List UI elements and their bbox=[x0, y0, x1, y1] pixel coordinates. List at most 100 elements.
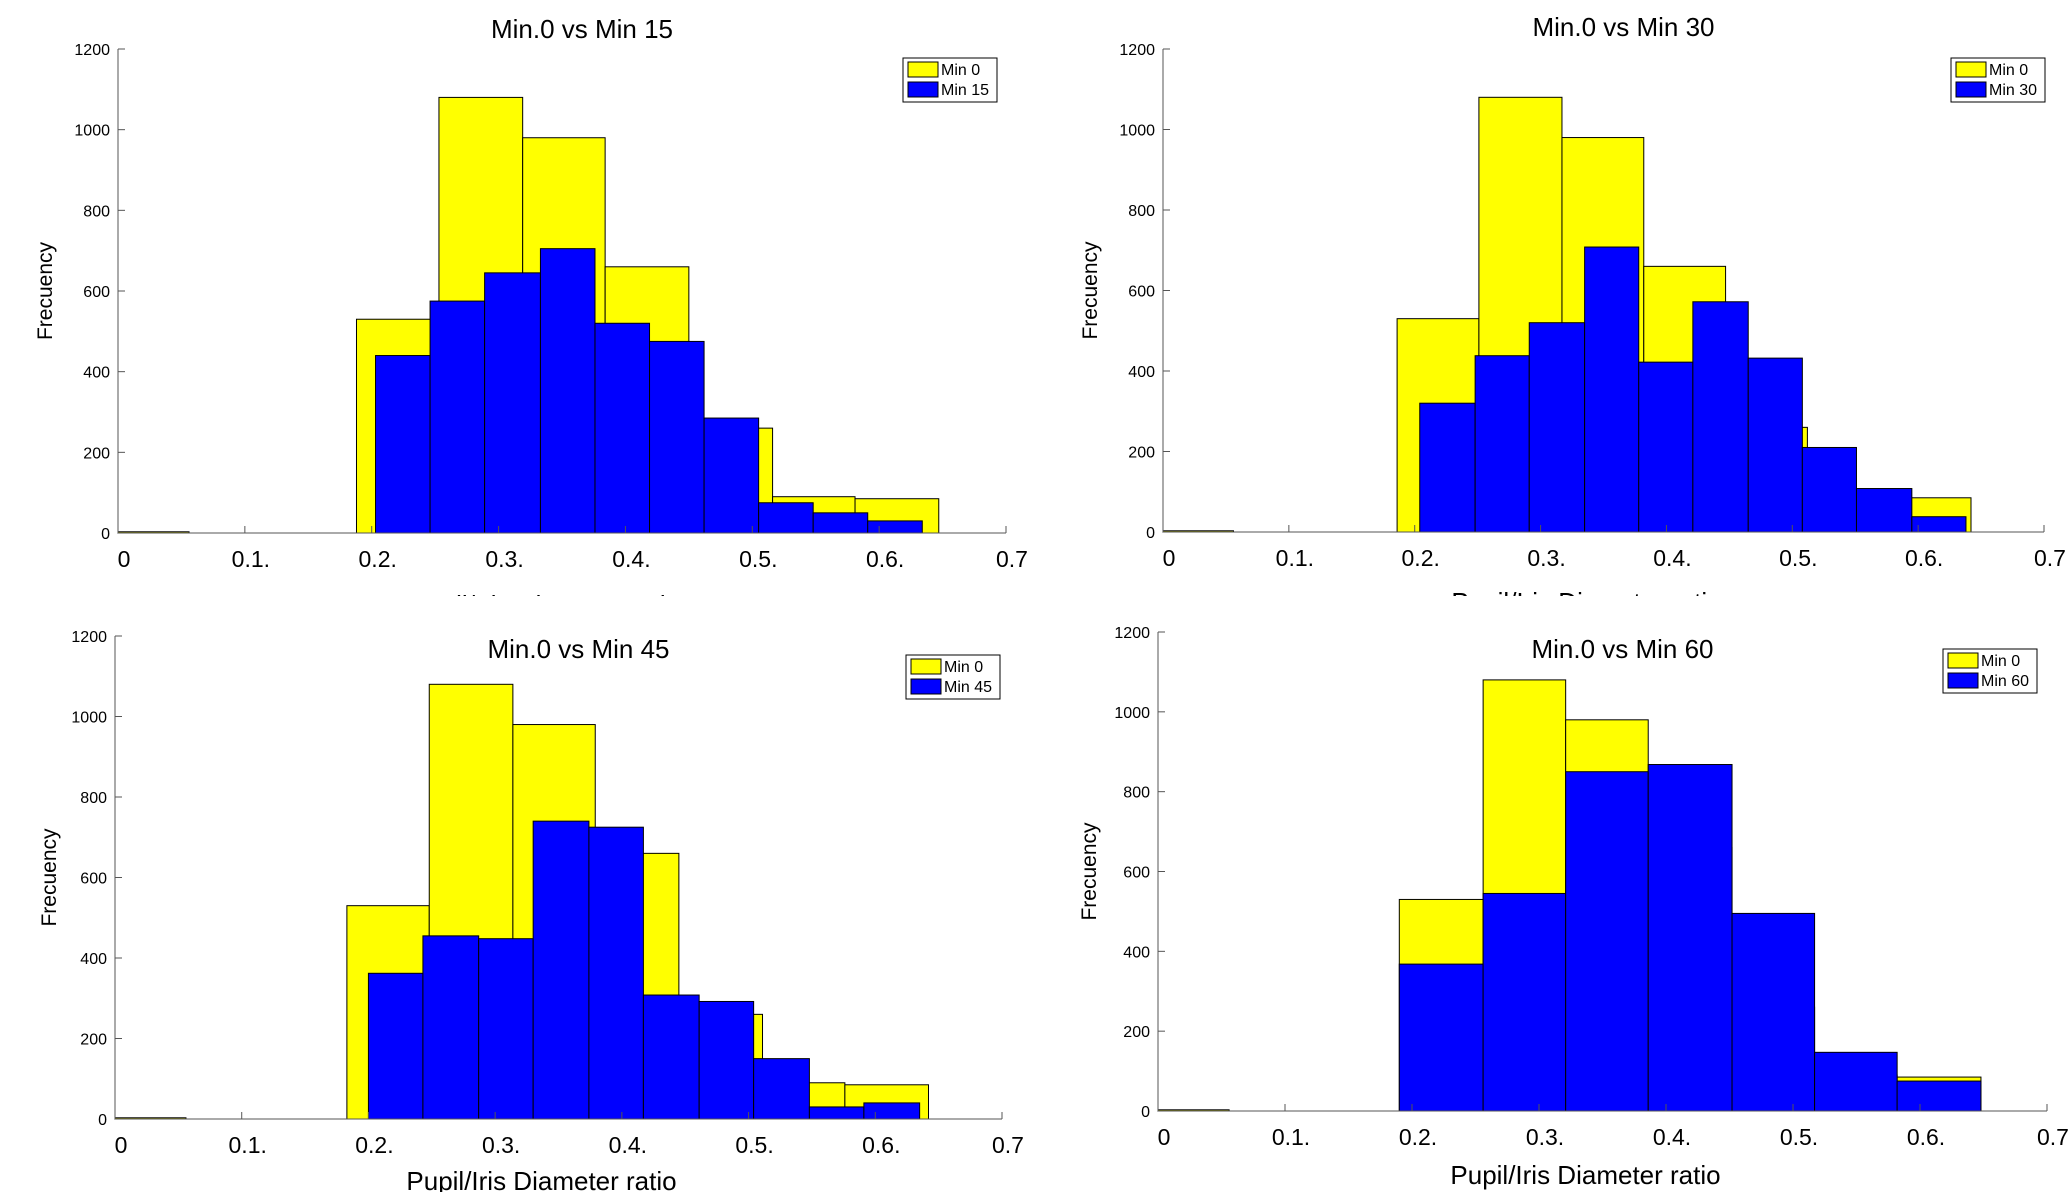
histogram-bar-min-30 bbox=[1419, 402, 1476, 533]
legend-label: Min 0 bbox=[944, 659, 983, 676]
y-tick-label: 600 bbox=[1128, 284, 1155, 301]
histogram-bar-min-30 bbox=[1528, 322, 1586, 533]
chart-panel-min45: Min.0 vs Min 45 0 200 400 600 800 1000 1200 0 0.1… bbox=[0, 596, 1036, 1192]
x-tick-label: 0.6. bbox=[1905, 545, 1943, 571]
y-tick-label: 800 bbox=[83, 203, 110, 220]
y-tick-label: 1200 bbox=[71, 629, 107, 646]
histogram-bar-min-45 bbox=[367, 972, 424, 1120]
histogram-bar-min-60 bbox=[1398, 963, 1484, 1112]
legend-label: Min 15 bbox=[941, 82, 989, 99]
x-tick-label: 0.3. bbox=[485, 546, 523, 572]
y-tick-label: 0 bbox=[1141, 1104, 1150, 1121]
x-tick-label: 0.7 bbox=[996, 546, 1028, 572]
legend-swatch-min-0 bbox=[910, 658, 942, 675]
chart-svg: Min.0 vs Min 45 0 200 400 600 800 1000 1200 0 0.1… bbox=[38, 629, 1024, 1192]
chart-title: Min.0 vs Min 15 bbox=[491, 14, 673, 44]
legend-swatch-min-15 bbox=[907, 81, 939, 98]
y-tick-label: 0 bbox=[101, 526, 110, 543]
chart-title: Min.0 vs Min 45 bbox=[487, 634, 669, 664]
legend-label: Min 0 bbox=[1989, 62, 2028, 79]
x-tick-label: 0 bbox=[115, 1132, 128, 1158]
chart-title: Min.0 vs Min 30 bbox=[1532, 12, 1714, 42]
x-tick-label: 0.7 bbox=[992, 1132, 1024, 1158]
x-axis-label: Pupil/Iris Diameter ratio bbox=[406, 1166, 676, 1192]
histogram-bar-min-15 bbox=[594, 322, 651, 534]
x-tick-label: 0.3. bbox=[482, 1132, 520, 1158]
x-tick-label: 0.3. bbox=[1526, 1124, 1564, 1150]
x-tick-label: 0.2. bbox=[1402, 545, 1440, 571]
x-tick-label: 0.1. bbox=[1276, 545, 1314, 571]
legend-swatch-min-45 bbox=[910, 678, 942, 695]
x-axis-label: Pupil/Iris Diameter ratio bbox=[410, 590, 680, 596]
y-tick-label: 1200 bbox=[1119, 42, 1155, 59]
histogram-bar-min-60 bbox=[1647, 764, 1733, 1112]
legend: Min 0 Min 30 bbox=[1950, 57, 2046, 103]
histogram-bar-min-45 bbox=[588, 826, 644, 1120]
x-tick-label: 0.6. bbox=[866, 546, 904, 572]
y-tick-label: 0 bbox=[1146, 525, 1155, 542]
histogram-bar-min-30 bbox=[1747, 357, 1803, 533]
histogram-bar-min-30 bbox=[1584, 246, 1640, 533]
x-tick-label: 0.7 bbox=[2034, 545, 2066, 571]
legend-label: Min 0 bbox=[1981, 653, 2020, 670]
legend-swatch-min-0 bbox=[1947, 652, 1979, 669]
y-axis-label: Frecuency bbox=[1079, 241, 1102, 340]
y-tick-label: 600 bbox=[80, 871, 107, 888]
histogram-bar-min-15 bbox=[649, 340, 705, 534]
x-tick-label: 0.4. bbox=[1653, 545, 1691, 571]
x-tick-label: 0.4. bbox=[612, 546, 650, 572]
x-tick-label: 0.6. bbox=[1907, 1124, 1945, 1150]
histogram-bar-min-15 bbox=[758, 502, 814, 534]
legend-swatch-min-0 bbox=[1955, 61, 1987, 78]
y-tick-label: 1200 bbox=[1114, 625, 1150, 642]
histogram-bar-min-45 bbox=[642, 994, 700, 1120]
x-tick-label: 0.7 bbox=[2037, 1124, 2069, 1150]
chart-title: Min.0 vs Min 60 bbox=[1531, 634, 1713, 664]
y-tick-label: 600 bbox=[1123, 865, 1150, 882]
histogram-bar-min-15 bbox=[812, 512, 869, 534]
legend-label: Min 60 bbox=[1981, 673, 2029, 690]
x-tick-label: 0.1. bbox=[232, 546, 270, 572]
histogram-bar-min-45 bbox=[698, 1000, 755, 1120]
legend-swatch-min-0 bbox=[907, 61, 939, 78]
y-tick-label: 1000 bbox=[1114, 705, 1150, 722]
x-tick-label: 0 bbox=[1163, 545, 1176, 571]
x-tick-label: 0.5. bbox=[1780, 1124, 1818, 1150]
histogram-bar-min-45 bbox=[863, 1102, 921, 1120]
histogram-bar-min-30 bbox=[1911, 516, 1967, 533]
x-tick-label: 0.2. bbox=[359, 546, 397, 572]
chart-panel-min15: Min.0 vs Min 15 0 200 400 600 800 1000 1200 0 0.1… bbox=[0, 0, 1036, 596]
y-axis-label: Frecuency bbox=[34, 241, 57, 340]
histogram-bar-min-15 bbox=[867, 520, 923, 534]
histogram-bar-min-30 bbox=[1474, 355, 1530, 533]
chart-panel-min60: Min.0 vs Min 60 0 200 400 600 800 1000 1200 0 0.1… bbox=[1036, 596, 2072, 1192]
histogram-bar-min-15 bbox=[484, 272, 541, 534]
histogram-bar-min-60 bbox=[1565, 771, 1649, 1112]
legend: Min 0 Min 45 bbox=[905, 654, 1001, 700]
y-axis-label: Frecuency bbox=[1078, 822, 1101, 921]
x-tick-label: 0.4. bbox=[609, 1132, 647, 1158]
y-tick-label: 1000 bbox=[1119, 123, 1155, 140]
x-tick-label: 0 bbox=[118, 546, 131, 572]
histogram-bar-min-60 bbox=[1731, 912, 1816, 1112]
histogram-bar-min-45 bbox=[753, 1058, 810, 1120]
histogram-bar-min-30 bbox=[1692, 301, 1749, 533]
x-tick-label: 0.5. bbox=[1779, 545, 1817, 571]
chart-panel-min30: Min.0 vs Min 30 0 200 400 600 800 1000 1200 0 0.1… bbox=[1036, 0, 2072, 596]
legend-swatch-min-60 bbox=[1947, 672, 1979, 689]
histogram-bar-min-15 bbox=[703, 417, 760, 534]
histogram-bar-min-45 bbox=[808, 1106, 865, 1120]
y-tick-label: 800 bbox=[80, 790, 107, 807]
histogram-bar-min-60 bbox=[1482, 892, 1567, 1112]
x-tick-label: 0.3. bbox=[1527, 545, 1565, 571]
x-tick-label: 0.1. bbox=[229, 1132, 267, 1158]
chart-svg: Min.0 vs Min 30 0 200 400 600 800 1000 1200 0 0.1… bbox=[1079, 12, 2066, 596]
x-axis-label: Pupil/Iris Diameter ratio bbox=[1450, 1160, 1720, 1190]
legend-label: Min 0 bbox=[941, 62, 980, 79]
histogram-bar-min-45 bbox=[532, 820, 590, 1120]
y-tick-label: 400 bbox=[80, 951, 107, 968]
x-tick-label: 0.1. bbox=[1272, 1124, 1310, 1150]
y-tick-label: 1000 bbox=[71, 710, 107, 727]
histogram-bar-min-15 bbox=[375, 355, 431, 534]
y-tick-label: 200 bbox=[1123, 1024, 1150, 1041]
